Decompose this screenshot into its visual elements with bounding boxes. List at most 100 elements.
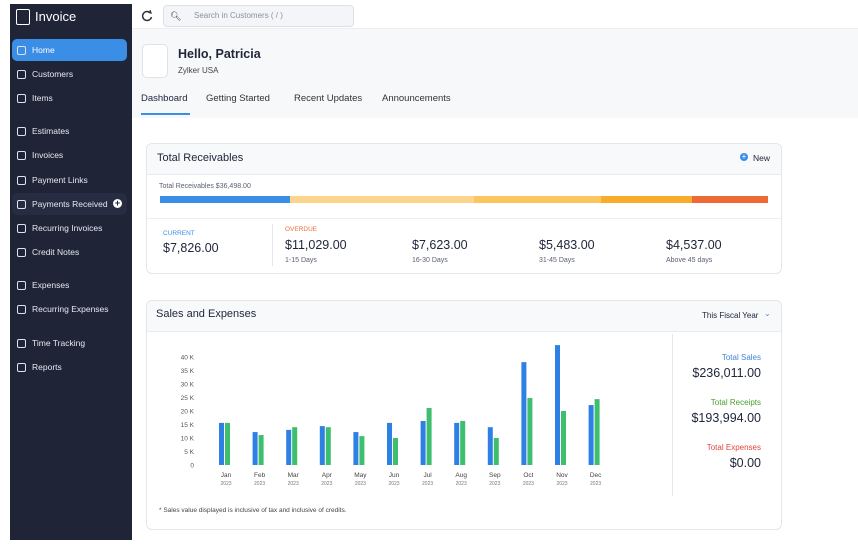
y-tick-label: 30 K [181,382,195,389]
card-header: Total Receivables + New [147,144,781,175]
nav-icon [17,224,26,233]
tab[interactable]: Getting Started [206,93,270,104]
y-tick-label: 10 K [181,436,195,443]
new-icon[interactable]: + [740,152,748,161]
bar [493,438,499,465]
receivables-card: Total Receivables + New Total Receivable… [146,143,782,274]
nav-icon [17,248,26,257]
nav-label: Payment Links [32,175,88,185]
org-name: Zylker USA [178,66,219,75]
x-tick-label: Jan [221,472,232,479]
x-tick-sublabel: 2023 [556,481,567,487]
x-tick-sublabel: 2023 [220,481,231,487]
x-tick-label: Oct [523,472,533,479]
tab[interactable]: Dashboard [141,93,188,104]
search-box[interactable]: 🔍︎ Search in Customers ( / ) [163,5,354,27]
org-icon [142,44,168,78]
bar [521,362,527,465]
tab[interactable]: Announcements [382,93,451,104]
nav-icon [17,305,26,314]
nav-item[interactable]: Customers [12,63,127,85]
bar-segment [601,196,693,203]
nav-item[interactable]: Home [12,39,127,61]
nav-label: Credit Notes [32,247,80,257]
period-select[interactable]: This Fiscal Year [702,311,759,320]
nav-icon [17,339,26,348]
overdue-amount: $11,029.00 [285,238,347,252]
logo-icon [16,9,30,25]
nav-item[interactable]: Reports [12,356,127,378]
nav-icon [17,281,26,290]
bar [588,405,594,465]
nav-item[interactable]: Items [12,87,127,109]
nav-item[interactable]: Credit Notes [12,241,127,263]
nav-icon [17,363,26,372]
y-tick-label: 20 K [181,409,195,416]
x-tick-sublabel: 2023 [254,481,265,487]
current-label: CURRENT [163,230,195,237]
y-tick-label: 15 K [181,422,195,429]
nav-item[interactable]: Expenses [12,274,127,296]
bar [426,408,432,465]
x-tick-label: Aug [455,472,467,479]
add-icon[interactable]: + [113,198,122,208]
bar [292,427,298,465]
new-button[interactable]: New [753,153,771,163]
x-tick-sublabel: 2023 [489,481,500,487]
search-icon[interactable]: 🔍︎ [170,11,182,21]
overdue-range: 31-45 Days [539,257,575,264]
bar-segment [692,196,768,203]
bar [286,429,292,465]
footnote: * Sales value displayed is inclusive of … [159,507,347,514]
overdue-label: OVERDUE [285,226,318,233]
bar [252,432,258,465]
bar [454,422,460,465]
bar [225,422,230,465]
nav-label: Recurring Expenses [32,304,109,314]
nav-label: Invoices [32,150,64,160]
nav-icon [17,176,26,185]
nav-item[interactable]: Recurring Expenses [12,298,127,320]
bar [325,427,331,465]
bar-segment [290,196,475,203]
x-tick-sublabel: 2023 [422,481,433,487]
y-tick-label: 40 K [181,355,195,362]
nav-item[interactable]: Payments Received + [12,193,127,215]
bar [460,420,466,465]
y-tick-label: 35 K [181,368,195,375]
total-value: $0.00 [729,456,761,470]
x-tick-sublabel: 2023 [355,481,366,487]
overdue-amount: $5,483.00 [539,238,595,252]
chart: 0 5 K 10 K 15 K 20 K 25 K 30 K 35 K 40 K Jan 2023 F… [181,345,602,487]
nav-label: Items [32,93,53,103]
x-tick-label: Sep [489,472,501,479]
x-tick-label: Apr [322,472,333,479]
nav-item[interactable]: Invoices [12,144,127,166]
nav-item[interactable]: Time Tracking [12,332,127,354]
tab[interactable]: Recent Updates [294,93,363,104]
y-tick-label: 0 [190,463,194,470]
x-tick-label: Dec [590,472,602,479]
x-tick-label: May [354,472,367,479]
total-receivables: Total Receivables $36,498.00 [159,183,251,190]
x-tick-label: Jul [423,472,432,479]
bar [258,435,264,465]
nav-label: Home [32,45,55,55]
bar [353,432,359,465]
card-title: Sales and Expenses [156,308,257,320]
nav-item[interactable]: Payment Links [12,169,127,191]
y-tick-label: 25 K [181,395,195,402]
bar-segment [474,196,602,203]
total-label: Total Receipts [710,398,761,407]
total-value: $193,994.00 [691,411,761,425]
receivables-bar [160,196,768,203]
nav-item[interactable]: Recurring Invoices [12,217,127,239]
overdue-range: Above 45 days [666,257,713,264]
sales-card: Sales and Expenses This Fiscal Year ⌄ To… [146,300,782,530]
bar [487,427,493,465]
dropdown-caret[interactable]: ⌄ [764,309,771,318]
nav-item[interactable]: Estimates [12,120,127,142]
nav-label: Expenses [32,280,70,290]
bar [527,398,533,465]
refresh-icon[interactable] [141,10,153,22]
